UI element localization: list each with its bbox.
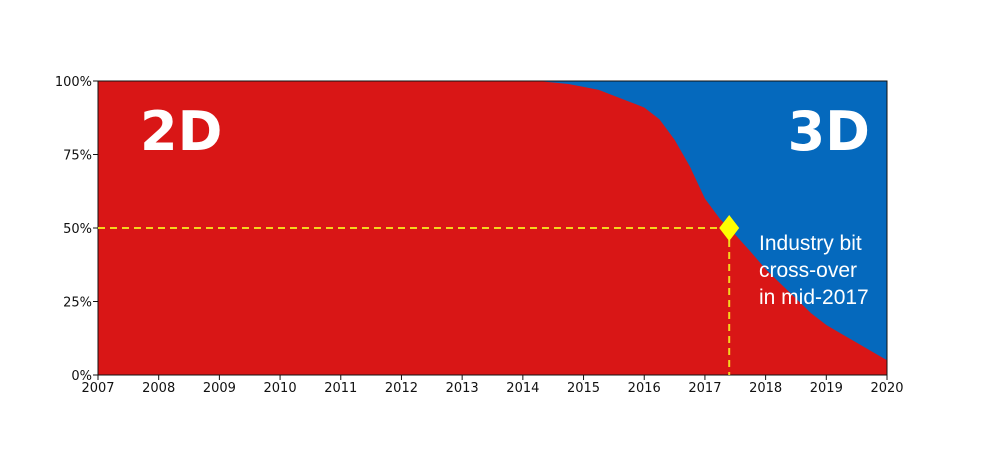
x-tick-label-2010: 2010 [264,381,297,396]
area-2d [98,81,887,375]
x-tick-label-2016: 2016 [628,381,661,396]
x-tick-label-2007: 2007 [81,381,114,396]
y-axis: 0% 25% 50% 75% 100% [55,75,98,384]
x-tick-label-2013: 2013 [446,381,479,396]
y-tick-label-0: 0% [71,369,92,384]
crossover-guides [98,215,740,375]
y-tick-label-25: 25% [63,296,92,311]
x-tick-label-2012: 2012 [385,381,418,396]
x-tick-label-2011: 2011 [324,381,357,396]
annotation-line-2: cross-over [759,259,857,282]
x-tick-label-2015: 2015 [567,381,600,396]
y-tick-label-50: 50% [63,222,92,237]
x-tick-label-2009: 2009 [203,381,236,396]
x-tick-label-2020: 2020 [870,381,903,396]
x-tick-label-2008: 2008 [142,381,175,396]
crossover-marker [719,215,740,241]
x-axis: 2007 2008 2009 2010 2011 2012 2013 2014 2015 2016… [81,375,904,396]
x-tick-label-2018: 2018 [749,381,782,396]
x-tick-label-2014: 2014 [506,381,539,396]
x-tick-label-2019: 2019 [810,381,843,396]
y-tick-label-100: 100% [55,75,92,90]
y-tick-label-75: 75% [63,149,92,164]
label-3d: 3D [788,100,870,163]
annotation-line-3: in mid-2017 [759,286,869,309]
annotation-line-1: Industry bit [759,232,862,255]
plot-area [97,80,888,376]
x-tick-label-2017: 2017 [688,381,721,396]
label-2d: 2D [140,100,222,163]
